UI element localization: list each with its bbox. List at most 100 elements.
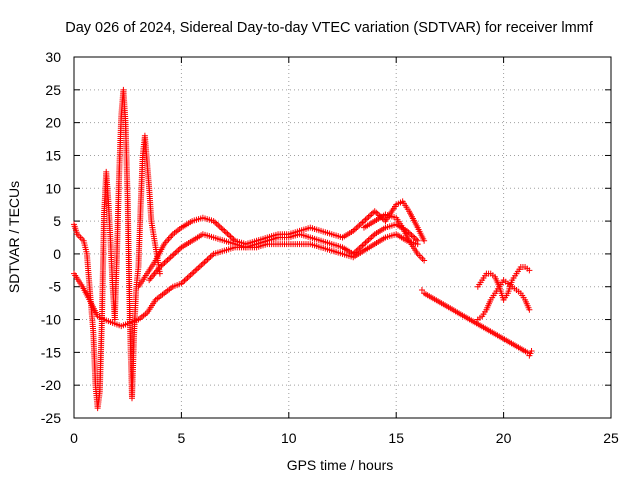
data-point [411,234,418,241]
x-tick-label: 10 [281,430,297,446]
data-point [216,223,223,230]
y-axis-label: SDTVAR / TECUs [6,181,22,293]
y-tick-label: 30 [45,49,61,65]
data-point [421,237,428,244]
data-point [365,213,372,220]
data-point [362,216,369,223]
x-tick-label: 20 [496,430,512,446]
data-point [207,253,214,260]
data-point [190,269,197,276]
data-point [365,236,372,243]
data-point [367,235,374,242]
data-marks [71,86,535,412]
y-tick-label: -10 [41,312,61,328]
data-point [202,257,209,264]
data-point [170,251,177,258]
y-tick-label: 10 [45,180,61,196]
data-point [199,260,206,267]
data-point [166,255,173,262]
data-point [229,234,236,241]
data-point [364,215,371,222]
data-point [192,267,199,274]
data-point [368,211,375,218]
data-point [172,249,179,256]
data-point [353,225,360,232]
data-point [161,259,168,266]
data-point [187,272,194,279]
y-tick-label: 0 [53,246,61,262]
data-point [371,208,378,215]
data-point [227,233,234,240]
data-point [221,227,228,234]
y-tick-label: -25 [41,410,61,426]
data-point [167,254,174,261]
data-point [528,348,535,355]
data-point [359,242,366,249]
data-point [524,349,531,356]
data-point [360,241,367,248]
data-point [414,237,421,244]
axis-ticks: 0 5 10 15 20 25 -25 -20 -15 -10 -5 0 5 10 15 20 25 30 [41,49,619,446]
chart-title: Day 026 of 2024, Sidereal Day-to-day VTE… [65,20,594,36]
data-point [360,218,367,225]
series-track-2 [135,198,428,290]
x-tick-label: 25 [603,430,619,446]
data-point [159,261,166,268]
data-point [373,209,380,216]
y-tick-label: -20 [41,377,61,393]
x-tick-label: 15 [388,430,404,446]
series-track-8 [418,287,535,359]
x-axis-label: GPS time / hours [287,457,394,473]
data-point [175,247,182,254]
series-track-4 [360,211,428,264]
data-point [368,234,375,241]
data-point [204,256,211,263]
data-point [225,232,232,239]
y-tick-label: -15 [41,344,61,360]
plot-frame [73,56,612,419]
data-point [421,257,428,264]
data-point [196,263,203,270]
data-point [526,306,533,313]
data-point [362,239,369,246]
data-point [367,212,374,219]
data-point [215,222,222,229]
data-point [183,276,190,283]
x-tick-label: 5 [178,430,186,446]
data-point [195,264,202,271]
y-tick-label: 15 [45,147,61,163]
data-point [189,270,196,277]
data-point [193,266,200,273]
data-point [354,223,361,230]
data-point [206,255,213,262]
series-track-3 [146,221,421,284]
data-point [357,243,364,250]
data-point [219,226,226,233]
series-track-5 [71,86,163,412]
data-point [156,270,163,277]
data-point [222,229,229,236]
data-point [213,220,220,227]
data-point [164,257,171,264]
data-point [364,238,371,245]
data-point [357,220,364,227]
y-tick-label: 25 [45,82,61,98]
y-tick-label: 20 [45,115,61,131]
y-tick-label: -5 [49,279,62,295]
data-point [413,236,420,243]
data-point [181,277,188,284]
data-point [224,230,231,237]
data-point [418,287,425,294]
data-point [184,274,191,281]
data-point [359,219,366,226]
y-tick-label: 5 [53,213,61,229]
x-tick-label: 0 [70,430,78,446]
series-track-7 [474,277,533,323]
data-point [186,273,193,280]
data-point [201,259,208,266]
data-point [526,267,533,274]
data-point [198,262,205,269]
data-point [163,258,170,265]
data-point [218,225,225,232]
